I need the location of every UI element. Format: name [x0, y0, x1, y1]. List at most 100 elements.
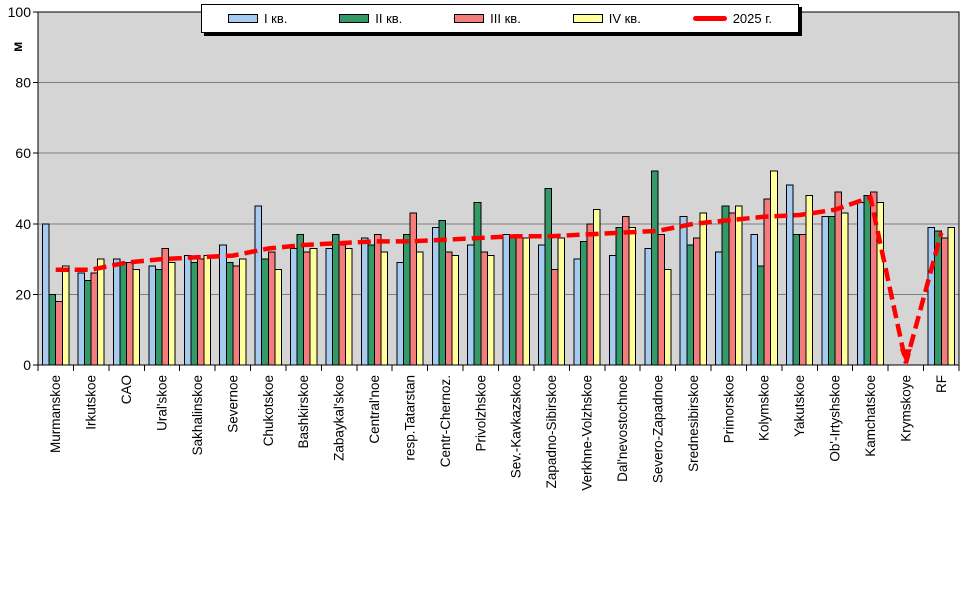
bar-IIIкв.-Ural'skoe: [161, 248, 170, 366]
bar-IVкв.-Primorskoe: [734, 205, 743, 366]
legend-bar-swatch-icon: [572, 14, 603, 23]
bar-IIIкв.-Irkutskoe: [90, 272, 99, 366]
bar-IIIкв.-Ob'-Irtyshskoe: [834, 191, 843, 366]
bar-IIIкв.-Zapadno-Sibirskoe: [551, 269, 559, 366]
bar-IIIкв.-Kolymskoe: [763, 198, 772, 366]
legend-bar-swatch-icon: [339, 14, 370, 23]
bar-Iкв.-Privolzhskoe: [467, 244, 475, 366]
bar-IVкв.-Irkutskoe: [97, 258, 105, 366]
bar-Iкв.-Irkutskoe: [77, 272, 86, 366]
x-category-label: Dal'nevostochnoe: [615, 375, 630, 482]
bar-Iкв.-RF: [927, 226, 936, 366]
bar-IVкв.-Kolymskoe: [770, 170, 778, 366]
legend-label: I кв.: [263, 11, 288, 26]
bar-IVкв.-Zapadno-Sibirskoe: [557, 237, 566, 366]
x-category-label: Central'noe: [367, 375, 382, 444]
bar-IIкв.-Severnoe: [225, 262, 234, 366]
bar-IIкв.-Ob'-Irtyshskoe: [827, 216, 836, 366]
bar-IIкв.-Verkhne-Volzhskoe: [580, 240, 588, 366]
bar-IVкв.-RF: [947, 226, 955, 366]
bar-IIIкв.-Yakutskoe: [799, 233, 807, 366]
trend-line-arrowhead-icon: [899, 349, 912, 364]
bar-IIIкв.-Severnoe: [232, 265, 240, 366]
bar-IIIкв.-Privolzhskoe: [480, 251, 488, 366]
y-tick-label: 20: [15, 286, 31, 302]
bar-IVкв.-Central'noe: [380, 251, 389, 366]
bar-IVкв.-Sakhalinskoe: [203, 255, 212, 366]
bar-Iкв.-Zabaykal'skoe: [325, 248, 334, 366]
bar-Iкв.-Kamchatskoe: [856, 202, 865, 366]
x-category-label: Primorskoe: [721, 375, 736, 443]
x-category-label: Ural'skoe: [154, 375, 169, 431]
bar-IVкв.-Centr-Chernoz.: [451, 255, 459, 366]
bar-IVкв.-Yakutskoe: [805, 195, 814, 366]
y-tick-label: 40: [15, 216, 31, 232]
bar-IIкв.-resp.Tatarstan: [402, 233, 411, 366]
legend-label: II кв.: [375, 11, 403, 26]
bar-Iкв.-Chukotskoe: [254, 205, 263, 366]
bar-Iкв.-Ural'skoe: [148, 265, 156, 366]
bar-Iкв.-CAO: [112, 258, 121, 366]
bar-IIIкв.-Sev.-Kavkazskoe: [515, 237, 524, 366]
bar-IIIкв.-Primorskoe: [728, 212, 736, 366]
bar-IIIкв.-CAO: [126, 262, 134, 366]
bar-IIкв.-Zabaykal'skoe: [332, 233, 340, 366]
plot-area: 0 20 40 60 80 100 м Murmanskoe Irkutskoe CAO Ural'…: [8, 4, 960, 491]
bar-IIкв.-Srednesibirskoe: [686, 244, 694, 366]
bar-Iкв.-Dal'nevostochnoe: [608, 255, 617, 366]
bar-IIIкв.-Zabaykal'skoe: [338, 244, 347, 366]
y-tick-label: 0: [23, 357, 31, 373]
bar-IIIкв.-Centr-Chernoz.: [444, 251, 453, 366]
bar-IIкв.-Sakhalinskoe: [190, 262, 198, 366]
bar-IVкв.-Sev.-Kavkazskoe: [522, 237, 530, 366]
trend-line-2025: [55, 194, 944, 364]
x-category-label: Krymskoye: [898, 375, 913, 442]
x-category-label: Centr-Chernoz.: [438, 375, 453, 467]
bar-IVкв.-Srednesibirskoe: [699, 212, 707, 366]
bar-Iкв.-Primorskoe: [715, 251, 723, 366]
bar-IIкв.-Privolzhskoe: [473, 202, 482, 366]
y-tick-label: 80: [15, 75, 31, 91]
chart-legend: I кв. II кв. III кв. IV кв. 2025 г.: [201, 4, 799, 33]
legend-line-swatch-icon: [692, 16, 727, 21]
bar-IVкв.-Zabaykal'skoe: [345, 248, 353, 366]
bar-IIкв.-Kolymskoe: [757, 265, 765, 366]
legend-label: 2025 г.: [732, 11, 772, 26]
legend-item: II кв.: [339, 11, 402, 26]
bar-Iкв.-Srednesibirskoe: [679, 216, 688, 366]
bar-IVкв.-resp.Tatarstan: [415, 251, 424, 366]
x-category-label: Zapadno-Sibirskoe: [544, 375, 559, 488]
bar-IVкв.-Chukotskoe: [274, 269, 282, 366]
legend-bar-swatch-icon: [454, 14, 485, 23]
x-category-label: Sakhalinskoe: [190, 375, 205, 455]
bar-IIIкв.-Central'noe: [374, 233, 382, 366]
x-category-label: Chukotskoe: [261, 375, 276, 446]
bar-IVкв.-Privolzhskoe: [486, 255, 495, 366]
x-category-label: Ob'-Irtyshskoe: [828, 375, 843, 462]
y-tick-label: 100: [8, 4, 32, 20]
bar-Iкв.-Murmanskoe: [42, 223, 50, 366]
bar-Iкв.-Bashkirskoe: [290, 248, 298, 366]
bar-IIкв.-Ural'skoe: [154, 269, 163, 366]
bar-Iкв.-Yakutskoe: [785, 184, 794, 366]
bar-IVкв.-Bashkirskoe: [309, 248, 318, 366]
x-category-label: CAO: [119, 375, 134, 404]
bar-Iкв.-Centr-Chernoz.: [431, 226, 440, 366]
bar-IIкв.-Chukotskoe: [261, 258, 269, 366]
legend-item: III кв.: [454, 11, 521, 26]
bar-IVкв.-Ural'skoe: [168, 262, 176, 366]
bar-IVкв.-Kamchatskoe: [876, 202, 885, 366]
x-category-label: Kolymskoe: [757, 375, 772, 441]
bar-IIкв.-Dal'nevostochnoe: [615, 226, 623, 366]
legend-bar-swatch-icon: [227, 14, 258, 23]
legend-item: IV кв.: [572, 11, 641, 26]
bar-Iкв.-Kolymskoe: [750, 233, 759, 366]
x-category-label: Srednesibirskoe: [686, 375, 701, 472]
bar-IIIкв.-RF: [940, 237, 949, 366]
bar-IIкв.-Bashkirskoe: [296, 233, 305, 366]
legend-item: 2025 г.: [692, 11, 772, 26]
x-category-label: Yakutskoe: [792, 375, 807, 437]
bar-IIIкв.-Dal'nevostochnoe: [621, 216, 630, 366]
x-category-label: Severnoe: [225, 375, 240, 433]
